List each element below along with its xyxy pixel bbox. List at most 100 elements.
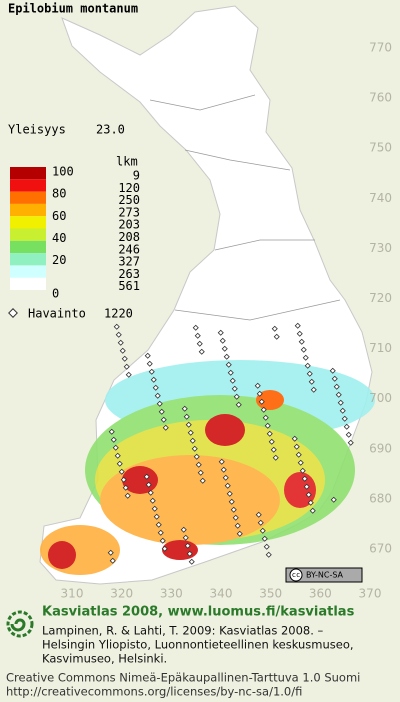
observation-marker — [196, 340, 203, 347]
observation-marker — [220, 466, 227, 473]
observation-marker — [258, 398, 265, 405]
observation-marker — [158, 408, 165, 415]
observation-marker — [235, 401, 242, 408]
observation-marker — [152, 384, 159, 391]
observation-marker — [194, 332, 201, 339]
y-grid-label: 700 — [369, 391, 392, 405]
observation-marker — [300, 346, 307, 353]
y-grid-label: 690 — [369, 441, 392, 455]
observation-marker — [255, 511, 262, 518]
logo-spiral — [10, 618, 26, 632]
observation-label: Havainto — [28, 307, 86, 321]
observation-marker — [146, 360, 153, 367]
y-grid-label: 740 — [369, 191, 392, 205]
legend-count: 208 — [118, 230, 140, 244]
observation-marker — [228, 498, 235, 505]
badge-circle — [289, 568, 303, 582]
observation-marker — [191, 445, 198, 452]
observation-marker — [296, 330, 303, 337]
legend-band — [10, 191, 46, 204]
observation-symbol — [8, 308, 18, 318]
observation-marker — [310, 386, 317, 393]
observation-marker — [272, 454, 279, 461]
legend-scale-label: 0 — [52, 286, 59, 300]
observation-marker — [147, 489, 154, 496]
observation-marker — [266, 430, 273, 437]
observation-marker — [293, 443, 300, 450]
observation-marker — [145, 481, 152, 488]
legend-count: 263 — [118, 267, 140, 281]
observation-marker — [123, 363, 130, 370]
observation-marker — [230, 506, 237, 513]
observation-marker — [122, 484, 129, 491]
observation-marker — [151, 505, 158, 512]
legend-scale-label: 60 — [52, 209, 66, 223]
observation-marker — [160, 416, 167, 423]
observation-marker — [180, 526, 187, 533]
legend-count: 561 — [118, 279, 140, 293]
badge-box — [285, 567, 363, 583]
observation-marker — [181, 405, 188, 412]
x-grid-label: 340 — [210, 587, 233, 601]
observation-marker — [154, 392, 161, 399]
observation-marker — [341, 415, 348, 422]
observation-marker — [199, 477, 206, 484]
observation-marker — [108, 428, 115, 435]
observation-marker — [260, 406, 267, 413]
observation-marker — [273, 333, 280, 340]
x-grid-label: 310 — [61, 587, 84, 601]
observation-marker — [257, 519, 264, 526]
legend-count: 250 — [118, 193, 140, 207]
observation-marker — [162, 424, 169, 431]
observation-marker — [183, 413, 190, 420]
observation-marker — [107, 549, 114, 556]
observation-marker — [337, 399, 344, 406]
observation-marker — [161, 545, 168, 552]
legend-band — [10, 265, 46, 278]
species-title: Epilobium montanum — [8, 2, 138, 16]
observation-marker — [185, 421, 192, 428]
heat-area — [162, 540, 198, 560]
y-grid-label: 730 — [369, 241, 392, 255]
legend-band — [10, 216, 46, 229]
observation-marker — [303, 483, 310, 490]
observation-marker — [119, 347, 126, 354]
observation-marker — [116, 460, 123, 467]
observation-marker — [234, 522, 241, 529]
heat-areas — [40, 360, 375, 575]
legend-band — [10, 277, 46, 290]
observation-marker — [195, 461, 202, 468]
observation-marker — [156, 400, 163, 407]
observation-marker — [148, 368, 155, 375]
heat-area — [48, 541, 76, 569]
observation-marker — [115, 331, 122, 338]
observation-marker — [256, 390, 263, 397]
license-line: Creative Commons Nimeä-Epäkaupallinen-Ta… — [6, 671, 360, 685]
observation-marker — [297, 459, 304, 466]
observation-marker — [223, 353, 230, 360]
observation-marker — [189, 437, 196, 444]
observation-marker — [302, 354, 309, 361]
observation-marker — [218, 458, 225, 465]
observation-marker — [236, 530, 243, 537]
heat-area — [256, 390, 284, 410]
cc-badge: cc BY-NC-SA — [285, 567, 363, 583]
legend-scale-label: 40 — [52, 231, 66, 245]
observation-marker — [330, 496, 337, 503]
observation-marker — [268, 438, 275, 445]
observation-marker — [112, 444, 119, 451]
legend-count: 120 — [118, 181, 140, 195]
count-header: lkm — [116, 155, 138, 169]
observation-marker — [221, 345, 228, 352]
observation-marker — [120, 476, 127, 483]
border — [214, 239, 315, 251]
observation-marker — [298, 338, 305, 345]
observation-marker — [299, 467, 306, 474]
observation-marker — [308, 378, 315, 385]
legend-band — [10, 228, 46, 241]
observation-marker — [307, 499, 314, 506]
observation-marker — [329, 367, 336, 374]
observation-count: 1220 — [104, 307, 133, 321]
legend-band — [10, 253, 46, 266]
observation-marker — [339, 407, 346, 414]
